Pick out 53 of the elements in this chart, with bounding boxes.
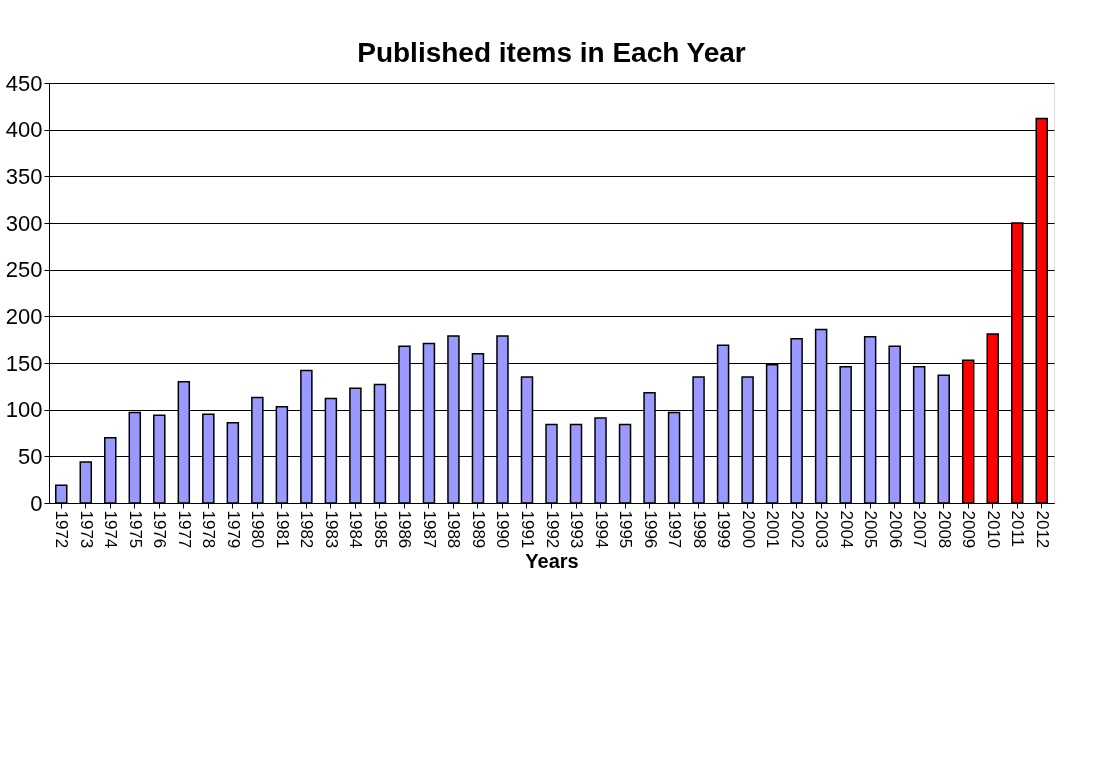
y-tick-label: 0 (30, 490, 43, 516)
x-tick-label: 1995 (616, 510, 636, 549)
x-tick-label: 1979 (223, 510, 243, 549)
x-tick-label: 1999 (714, 510, 734, 549)
x-tick-label: 1980 (248, 510, 268, 549)
x-tick-label: 1983 (321, 510, 341, 549)
x-tick-label: 1981 (272, 510, 292, 549)
x-tick-label: 1990 (493, 510, 513, 549)
y-tick-label: 400 (5, 117, 43, 143)
chart-title: Published items in Each Year (357, 37, 746, 68)
x-tick-label: 2002 (787, 510, 807, 549)
x-tick-label: 1985 (370, 510, 390, 549)
y-tick-label: 350 (5, 163, 43, 189)
x-tick-label: 1992 (542, 510, 562, 549)
x-tick-label: 2005 (861, 510, 881, 549)
x-tick-label: 1993 (567, 510, 587, 549)
x-tick-label: 2011 (1008, 510, 1028, 548)
y-tick-label: 200 (5, 303, 43, 329)
x-tick-label: 2012 (1032, 510, 1052, 549)
x-tick-label: 2010 (983, 510, 1003, 549)
x-tick-label: 2008 (934, 510, 954, 549)
x-tick-label: 2003 (812, 510, 832, 549)
x-tick-label: 2000 (738, 510, 758, 549)
x-tick-label: 1975 (125, 510, 145, 549)
x-tick-label: 2001 (763, 510, 783, 549)
x-tick-label: 1976 (150, 510, 170, 549)
y-tick-label: 250 (5, 257, 43, 283)
x-tick-label: 1987 (419, 510, 439, 549)
x-tick-label: 1994 (591, 510, 611, 549)
x-tick-label: 1997 (665, 510, 685, 549)
y-tick-label: 450 (5, 70, 43, 96)
x-tick-label: 1974 (101, 510, 121, 549)
x-tick-label: 1984 (346, 510, 366, 549)
y-tick-label: 50 (18, 443, 43, 469)
x-tick-label: 2009 (959, 510, 979, 549)
x-tick-label: 1998 (689, 510, 709, 549)
x-tick-label: 1989 (468, 510, 488, 549)
x-tick-label: 1996 (640, 510, 660, 549)
x-axis-title: Years (525, 550, 579, 573)
y-tick-label: 100 (5, 397, 43, 423)
x-tick-label: 1988 (444, 510, 464, 549)
x-tick-label: 2006 (885, 510, 905, 549)
x-tick-label: 1977 (174, 510, 194, 549)
x-tick-label: 2004 (836, 510, 856, 549)
x-tick-label: 2007 (910, 510, 930, 549)
x-tick-label: 1982 (297, 510, 317, 549)
x-tick-label: 1973 (76, 510, 96, 549)
y-tick-label: 300 (5, 210, 43, 236)
x-tick-label: 1978 (199, 510, 219, 549)
x-tick-label: 1972 (52, 510, 72, 549)
x-tick-label: 1986 (395, 510, 415, 549)
y-tick-label: 150 (5, 350, 43, 376)
x-tick-label: 1991 (517, 510, 537, 549)
